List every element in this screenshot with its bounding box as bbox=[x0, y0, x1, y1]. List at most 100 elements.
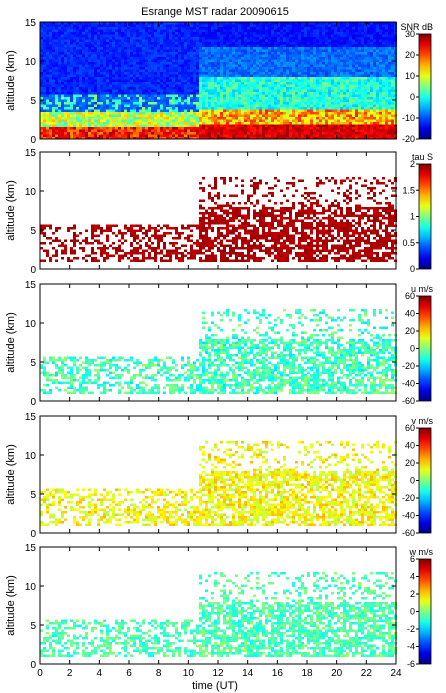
snr-cell bbox=[52, 27, 55, 30]
snr-cell bbox=[46, 104, 49, 107]
snr-cell bbox=[283, 134, 286, 137]
snr-cell bbox=[118, 109, 121, 112]
snr-cell bbox=[217, 92, 220, 95]
snr-cell bbox=[226, 89, 229, 92]
snr-cell bbox=[118, 97, 121, 100]
snr-cell bbox=[136, 114, 139, 117]
snr-cell bbox=[118, 107, 121, 110]
snr-cell bbox=[145, 24, 148, 27]
snr-cell bbox=[229, 37, 232, 40]
snr-cell bbox=[61, 69, 64, 72]
snr-cell bbox=[307, 74, 310, 77]
snr-cell bbox=[289, 54, 292, 57]
snr-cell bbox=[124, 107, 127, 110]
snr-cell bbox=[355, 57, 358, 60]
snr-cell bbox=[112, 89, 115, 92]
snr-cell bbox=[307, 122, 310, 125]
snr-cell bbox=[139, 82, 142, 85]
snr-cell bbox=[172, 77, 175, 80]
snr-cell bbox=[241, 24, 244, 27]
snr-cell bbox=[196, 34, 199, 37]
snr-cell bbox=[103, 37, 106, 40]
snr-cell bbox=[304, 62, 307, 65]
snr-cell bbox=[151, 24, 154, 27]
snr-cell bbox=[142, 49, 145, 52]
snr-cell bbox=[337, 59, 340, 62]
snr-cell bbox=[79, 87, 82, 90]
snr-cell bbox=[202, 59, 205, 62]
snr-cell bbox=[322, 57, 325, 60]
snr-cell bbox=[292, 92, 295, 95]
snr-cell bbox=[82, 97, 85, 100]
snr-cell bbox=[40, 29, 43, 32]
snr-cell bbox=[205, 22, 208, 25]
snr-cell bbox=[223, 97, 226, 100]
snr-cell bbox=[349, 59, 352, 62]
snr-cell bbox=[217, 99, 220, 102]
snr-cell bbox=[154, 87, 157, 90]
snr-cell bbox=[220, 134, 223, 137]
snr-cell bbox=[328, 24, 331, 27]
snr-cell bbox=[145, 89, 148, 92]
snr-cell bbox=[76, 117, 79, 120]
snr-cell bbox=[289, 94, 292, 97]
snr-cell bbox=[313, 74, 316, 77]
snr-cell bbox=[307, 49, 310, 52]
snr-cell bbox=[214, 82, 217, 85]
snr-cell bbox=[178, 32, 181, 35]
snr-cell bbox=[187, 27, 190, 30]
snr-cell bbox=[286, 94, 289, 97]
snr-cell bbox=[352, 72, 355, 75]
snr-cell bbox=[40, 112, 43, 115]
snr-cell bbox=[211, 77, 214, 80]
snr-cell bbox=[256, 54, 259, 57]
snr-cell bbox=[43, 117, 46, 120]
snr-cell bbox=[196, 122, 199, 125]
snr-cell bbox=[346, 72, 349, 75]
snr-cell bbox=[250, 79, 253, 82]
snr-cell bbox=[127, 69, 130, 72]
snr-cell bbox=[211, 97, 214, 100]
snr-cell bbox=[196, 132, 199, 135]
snr-cell bbox=[79, 59, 82, 62]
snr-cell bbox=[271, 124, 274, 127]
snr-cell bbox=[145, 127, 148, 130]
snr-cell bbox=[79, 52, 82, 55]
snr-cell bbox=[304, 37, 307, 40]
snr-cell bbox=[181, 89, 184, 92]
snr-cell bbox=[334, 37, 337, 40]
snr-cell bbox=[103, 114, 106, 117]
snr-cell bbox=[289, 119, 292, 122]
snr-cell bbox=[43, 124, 46, 127]
snr-cell bbox=[241, 127, 244, 130]
snr-cell bbox=[43, 89, 46, 92]
snr-cell bbox=[103, 129, 106, 132]
snr-cell bbox=[346, 122, 349, 125]
snr-cell bbox=[43, 127, 46, 130]
snr-cell bbox=[196, 54, 199, 57]
snr-cell bbox=[199, 62, 202, 65]
snr-cell bbox=[181, 59, 184, 62]
snr-cell bbox=[106, 37, 109, 40]
snr-cell bbox=[211, 74, 214, 77]
snr-cell bbox=[301, 89, 304, 92]
snr-cell bbox=[64, 62, 67, 65]
snr-cell bbox=[337, 37, 340, 40]
snr-cell bbox=[112, 52, 115, 55]
snr-cell bbox=[304, 52, 307, 55]
snr-cell bbox=[316, 129, 319, 132]
snr-cell bbox=[130, 52, 133, 55]
snr-cell bbox=[229, 64, 232, 67]
snr-cell bbox=[292, 114, 295, 117]
snr-cell bbox=[235, 62, 238, 65]
snr-cell bbox=[337, 44, 340, 47]
snr-cell bbox=[184, 97, 187, 100]
snr-cell bbox=[238, 119, 241, 122]
snr-cell bbox=[232, 129, 235, 132]
snr-cell bbox=[178, 34, 181, 37]
snr-cell bbox=[301, 84, 304, 87]
snr-cell bbox=[91, 82, 94, 85]
snr-cell bbox=[292, 34, 295, 37]
snr-cell bbox=[313, 72, 316, 75]
snr-cell bbox=[268, 57, 271, 60]
